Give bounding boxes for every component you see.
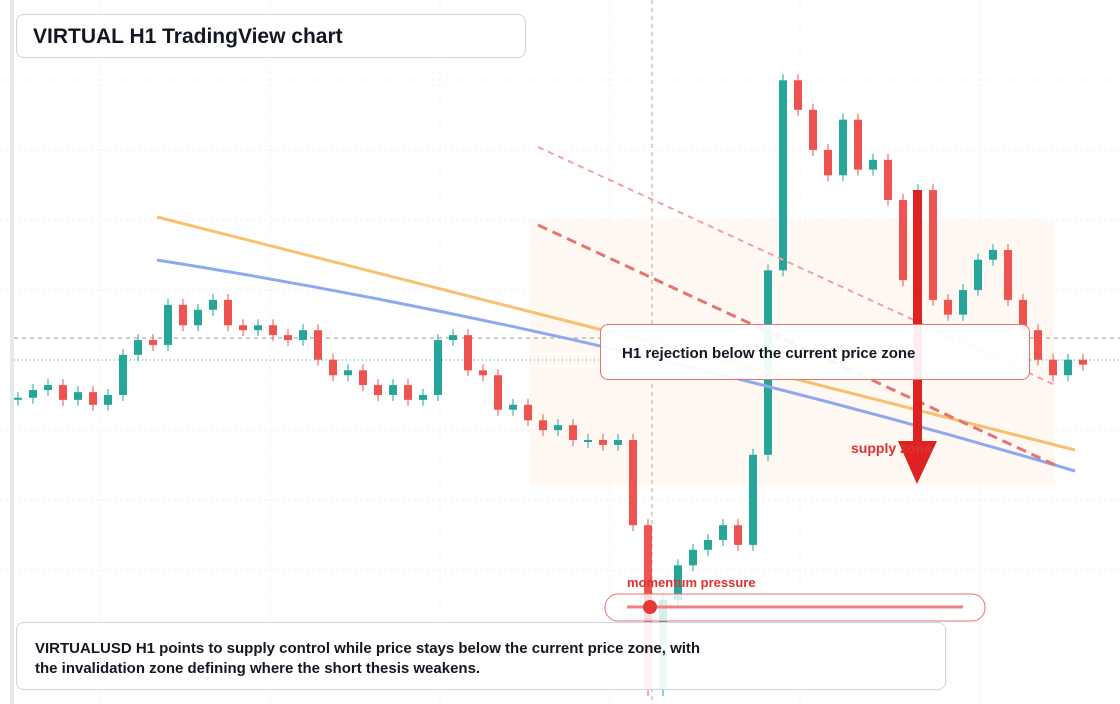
candle: [134, 340, 142, 355]
candle: [29, 390, 37, 398]
title: VIRTUAL H1 TradingView chart: [16, 14, 526, 58]
candle: [359, 370, 367, 386]
candle: [104, 394, 112, 405]
candle: [599, 440, 607, 445]
candle: [419, 394, 427, 400]
candle: [224, 299, 232, 326]
candle: [254, 325, 262, 331]
candle: [779, 80, 787, 271]
candle: [449, 335, 457, 341]
candle: [584, 440, 592, 442]
candle: [539, 420, 547, 431]
candle: [239, 325, 247, 331]
candle: [179, 304, 187, 326]
candle: [854, 119, 862, 170]
candle: [1004, 249, 1012, 300]
candle: [1034, 330, 1042, 360]
candle: [794, 80, 802, 110]
candle: [869, 159, 877, 170]
candle: [344, 370, 352, 376]
candle: [89, 392, 97, 405]
arrow-shaft: [913, 190, 922, 445]
candle: [329, 359, 337, 376]
candle: [209, 299, 217, 310]
candle: [269, 325, 277, 336]
candle: [74, 392, 82, 400]
candle: [119, 354, 127, 395]
candle: [704, 539, 712, 550]
candle: [899, 199, 907, 281]
momentum-dot: [643, 600, 657, 614]
candle: [569, 425, 577, 440]
arrow-head: [898, 441, 937, 484]
candle: [734, 525, 742, 545]
momentum-label: momentum pressure: [627, 575, 756, 590]
candle: [959, 290, 967, 315]
candle: [374, 385, 382, 395]
candle: [1019, 299, 1027, 331]
candle: [44, 385, 52, 391]
candle: [479, 370, 487, 376]
candle: [509, 404, 517, 410]
candle: [434, 340, 442, 395]
candle: [614, 440, 622, 445]
candle: [554, 425, 562, 431]
candle: [59, 385, 67, 400]
candle: [839, 119, 847, 176]
candle: [974, 259, 982, 291]
candle: [494, 375, 502, 410]
edge: [10, 0, 14, 704]
candle: [749, 454, 757, 545]
candle: [824, 149, 832, 176]
candle: [674, 565, 682, 600]
candle: [929, 190, 937, 300]
candle: [1064, 359, 1072, 376]
annotation: H1 rejection below the current price zon…: [600, 324, 1030, 380]
candle: [809, 109, 817, 150]
candle: [194, 309, 202, 326]
candle: [299, 330, 307, 341]
candle: [989, 249, 997, 260]
candle: [884, 159, 892, 200]
candle: [944, 299, 952, 315]
candle: [719, 525, 727, 540]
candle: [164, 304, 172, 345]
candle: [284, 335, 292, 341]
candle: [404, 385, 412, 400]
candle: [689, 549, 697, 566]
candle: [524, 404, 532, 421]
candle: [389, 385, 397, 395]
description-text: VIRTUALUSD H1 points to supply control w…: [35, 640, 701, 677]
candle: [1049, 359, 1057, 376]
candle: [149, 340, 157, 345]
candle: [629, 440, 637, 526]
candle: [464, 335, 472, 371]
candle: [1079, 359, 1087, 365]
candle: [314, 330, 322, 360]
supply-label: supply zone: [851, 440, 932, 456]
description: VIRTUALUSD H1 points to supply control w…: [16, 622, 946, 690]
candle: [14, 397, 22, 400]
